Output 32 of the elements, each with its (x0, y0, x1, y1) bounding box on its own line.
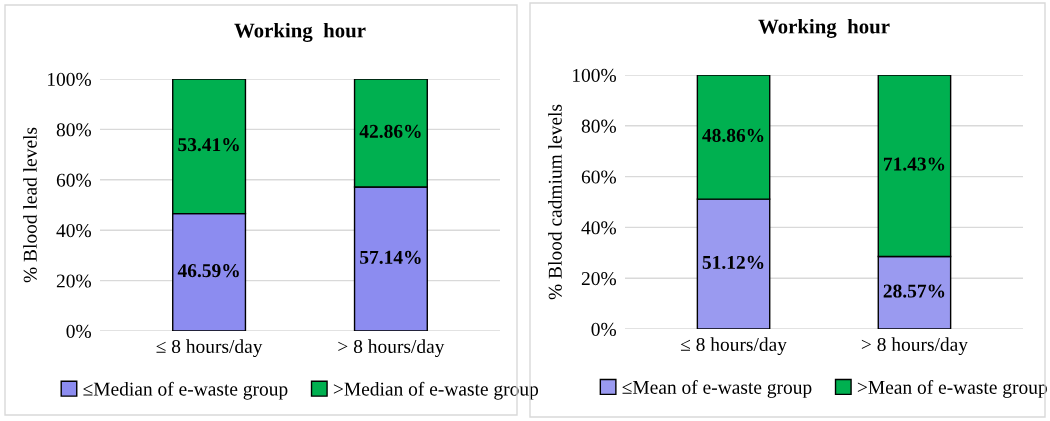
legend-label: ≤Mean of e-waste group (622, 380, 812, 398)
data-label: 28.57% (883, 284, 945, 298)
data-label: 46.59% (177, 264, 239, 278)
chart-title: Working hour (234, 22, 366, 42)
data-label: 51.12% (702, 255, 764, 270)
y-tick-label: 60% (56, 173, 91, 187)
y-tick-label: 100% (48, 72, 91, 86)
y-tick-label: 40% (581, 221, 616, 235)
y-tick-label: 80% (56, 123, 91, 137)
legend-label: ≤Median of e-waste group (83, 381, 288, 400)
data-label: 42.86% (359, 124, 421, 138)
y-tick-label: 20% (581, 272, 616, 286)
y-tick-label: 100% (573, 68, 616, 82)
data-label: 57.14% (360, 250, 421, 264)
x-tick-label: > 8 hours/day (338, 339, 445, 358)
y-tick-label: 0% (591, 322, 616, 336)
data-label: 48.86% (702, 128, 764, 143)
y-tick-label: 0% (66, 324, 91, 338)
y-axis-title: % Blood lead levels (23, 127, 37, 283)
x-tick-label: ≤ 8 hours/day (156, 339, 263, 358)
y-tick-label: 20% (56, 274, 91, 288)
y-axis-title: % Blood cadmium levels (548, 104, 562, 300)
legend-label: >Mean of e-waste group (857, 380, 1047, 398)
x-tick-label: ≤ 8 hours/day (680, 337, 787, 356)
y-tick-label: 60% (581, 170, 616, 184)
data-label: 53.41% (178, 138, 239, 152)
chart-title: Working hour (758, 18, 890, 38)
legend-label: >Median of e-waste group (333, 381, 539, 400)
y-tick-label: 40% (56, 224, 91, 238)
y-tick-label: 80% (581, 119, 616, 133)
x-tick-label: > 8 hours/day (861, 337, 968, 356)
data-label: 71.43% (883, 157, 945, 171)
